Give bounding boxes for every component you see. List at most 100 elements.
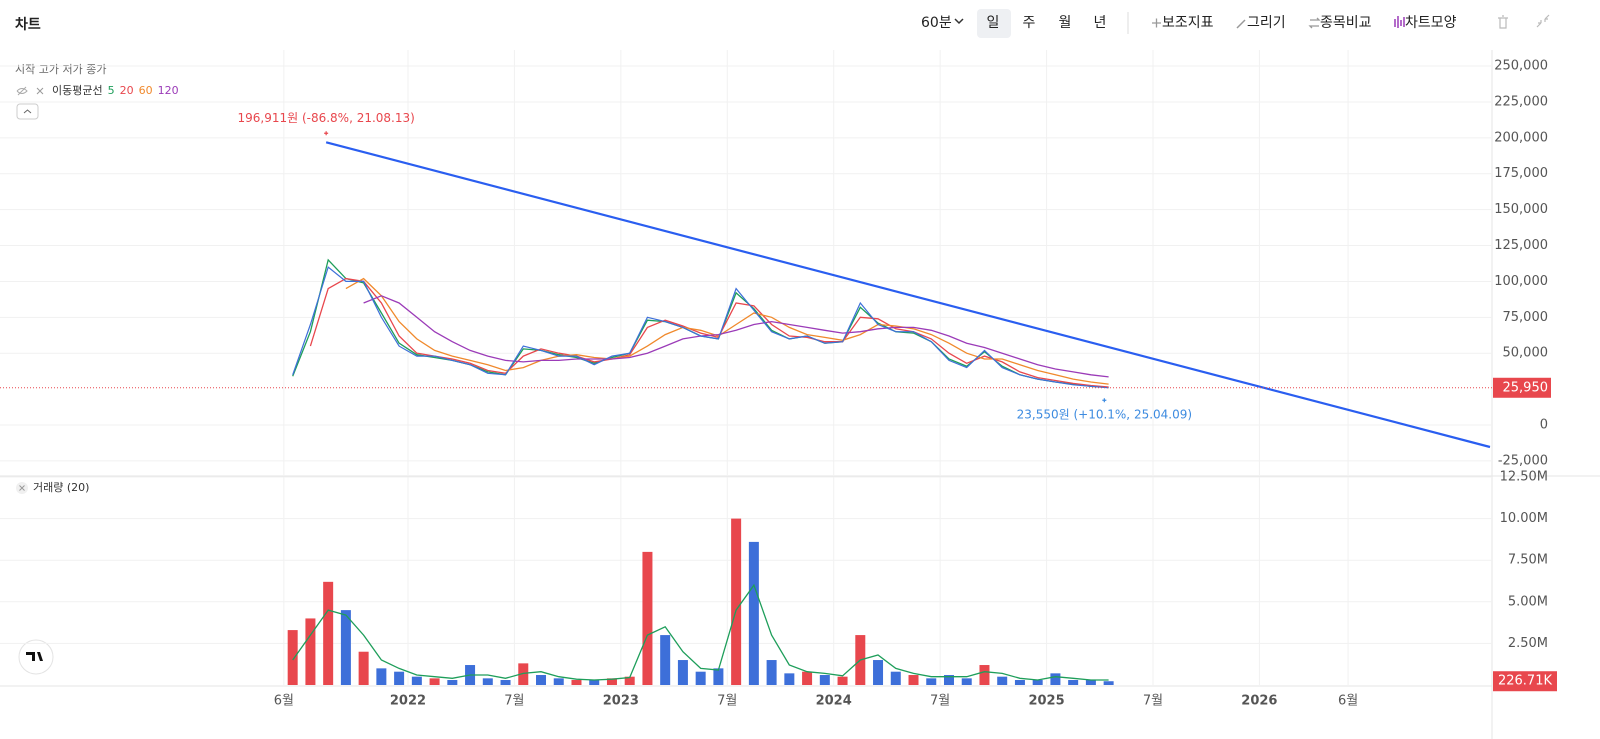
volume-bar [518,663,529,685]
plus-icon [1152,18,1161,28]
volume-bar [536,675,547,685]
volume-bar [287,630,298,685]
annotation-label: 23,550원 (+10.1%, 25.04.09) [1017,408,1192,422]
volume-bar [447,680,458,685]
collapse-legend-button[interactable] [16,103,39,120]
y-tick-label: 5.00M [1508,594,1548,609]
period-button[interactable]: 일 [987,15,1000,31]
ma-legend-item: 60 [139,84,153,97]
volume-bar [802,671,813,685]
draw-icon [1236,19,1246,29]
volume-bar [411,676,422,685]
close-icon[interactable] [36,87,44,95]
volume-bar [323,581,334,685]
ma-legend-item: 120 [158,84,179,97]
volume-bar [837,676,848,685]
volume-bar [340,610,351,685]
y-tick-label: 150,000 [1494,202,1548,217]
period-button[interactable]: 년 [1094,15,1107,31]
tool-button[interactable]: 보조지표 [1162,15,1214,31]
close-icon [19,485,25,491]
annotation-label: 196,911원 (-86.8%, 21.08.13) [237,111,414,125]
price-line [292,266,1109,389]
ma-legend-item: 5 [108,84,115,97]
y-tick-label: 225,000 [1494,94,1548,109]
volume-bar [979,665,990,685]
volume-bar [766,660,777,685]
volume-bar [731,518,742,685]
interval-select[interactable]: 60분 [921,15,952,31]
x-tick-label: 7월 [717,694,737,709]
y-tick-label: 200,000 [1494,130,1548,145]
last-volume-label: 226.71K [1498,674,1552,689]
volume-bar [1085,680,1096,685]
volume-bar [500,680,511,685]
moving-average-line [363,295,1109,378]
volume-bar [571,680,582,685]
logo[interactable] [18,639,54,675]
volume-bar [589,680,600,685]
volume-bar [695,671,706,685]
y-tick-label: 50,000 [1503,346,1549,361]
tool-button[interactable]: 차트모양 [1405,15,1457,31]
last-price-tag [1493,377,1551,398]
x-tick-label: 2024 [816,694,852,709]
y-tick-label: 175,000 [1494,166,1548,181]
y-tick-label: 100,000 [1494,274,1548,289]
ma-legend-label: 이동평균선 [52,84,103,97]
volume-bar [784,673,795,685]
y-tick-label: 125,000 [1494,238,1548,253]
y-tick-label: 12.50M [1500,470,1548,485]
chevron [954,18,964,25]
volume-bar [660,635,671,685]
trash-icon[interactable] [1498,15,1508,29]
volume-bar [1068,680,1079,685]
last-price-label: 25,950 [1503,380,1549,395]
volume-bar [642,551,653,685]
volume-bar [713,668,724,685]
volume-bar [624,676,635,685]
tool-button[interactable]: 종목비교 [1320,15,1372,31]
page-title: 차트 [15,17,41,33]
last-volume-tag [1493,671,1557,692]
moving-average-line [292,258,1109,389]
volume-bar [961,678,972,685]
tool-button[interactable]: 그리기 [1247,15,1286,31]
chevron-up [23,109,32,114]
volume-bar [305,618,316,685]
x-tick-label: 2023 [603,694,639,709]
x-tick-label: 6월 [274,694,294,709]
x-tick-label: 7월 [504,694,524,709]
eye-icon[interactable] [16,86,28,96]
volume-bar [606,678,617,685]
volume-bar [429,678,440,685]
volume-bar [394,671,405,685]
volume-bar [908,675,919,685]
volume-bar [1103,681,1114,685]
volume-bar [873,660,884,685]
period-button[interactable]: 월 [1059,15,1072,31]
volume-bar [997,676,1008,685]
annotation-marker [324,131,329,136]
y-tick-label: 2.50M [1508,636,1548,651]
y-tick-label: 7.50M [1508,553,1548,568]
y-tick-label: 250,000 [1494,59,1548,74]
volume-bar [1032,680,1043,685]
collapse-icon[interactable] [1536,14,1550,28]
y-tick-label: 10.00M [1500,511,1548,526]
volume-bar [482,678,493,685]
ma-legend-item: 20 [120,84,134,97]
x-tick-label: 2026 [1241,694,1277,709]
x-tick-label: 7월 [930,694,950,709]
volume-bar [677,660,688,685]
period-button[interactable]: 주 [1023,15,1036,31]
volume-ma-line [292,583,1109,681]
chart-style-icon [1394,16,1405,28]
annotation-marker [1102,398,1107,403]
volume-bar [926,678,937,685]
ohlc-legend: 시작 고가 저가 종가 [15,63,106,76]
volume-bar [376,668,387,685]
period-active-bg [977,9,1011,38]
trendline [325,141,1491,449]
